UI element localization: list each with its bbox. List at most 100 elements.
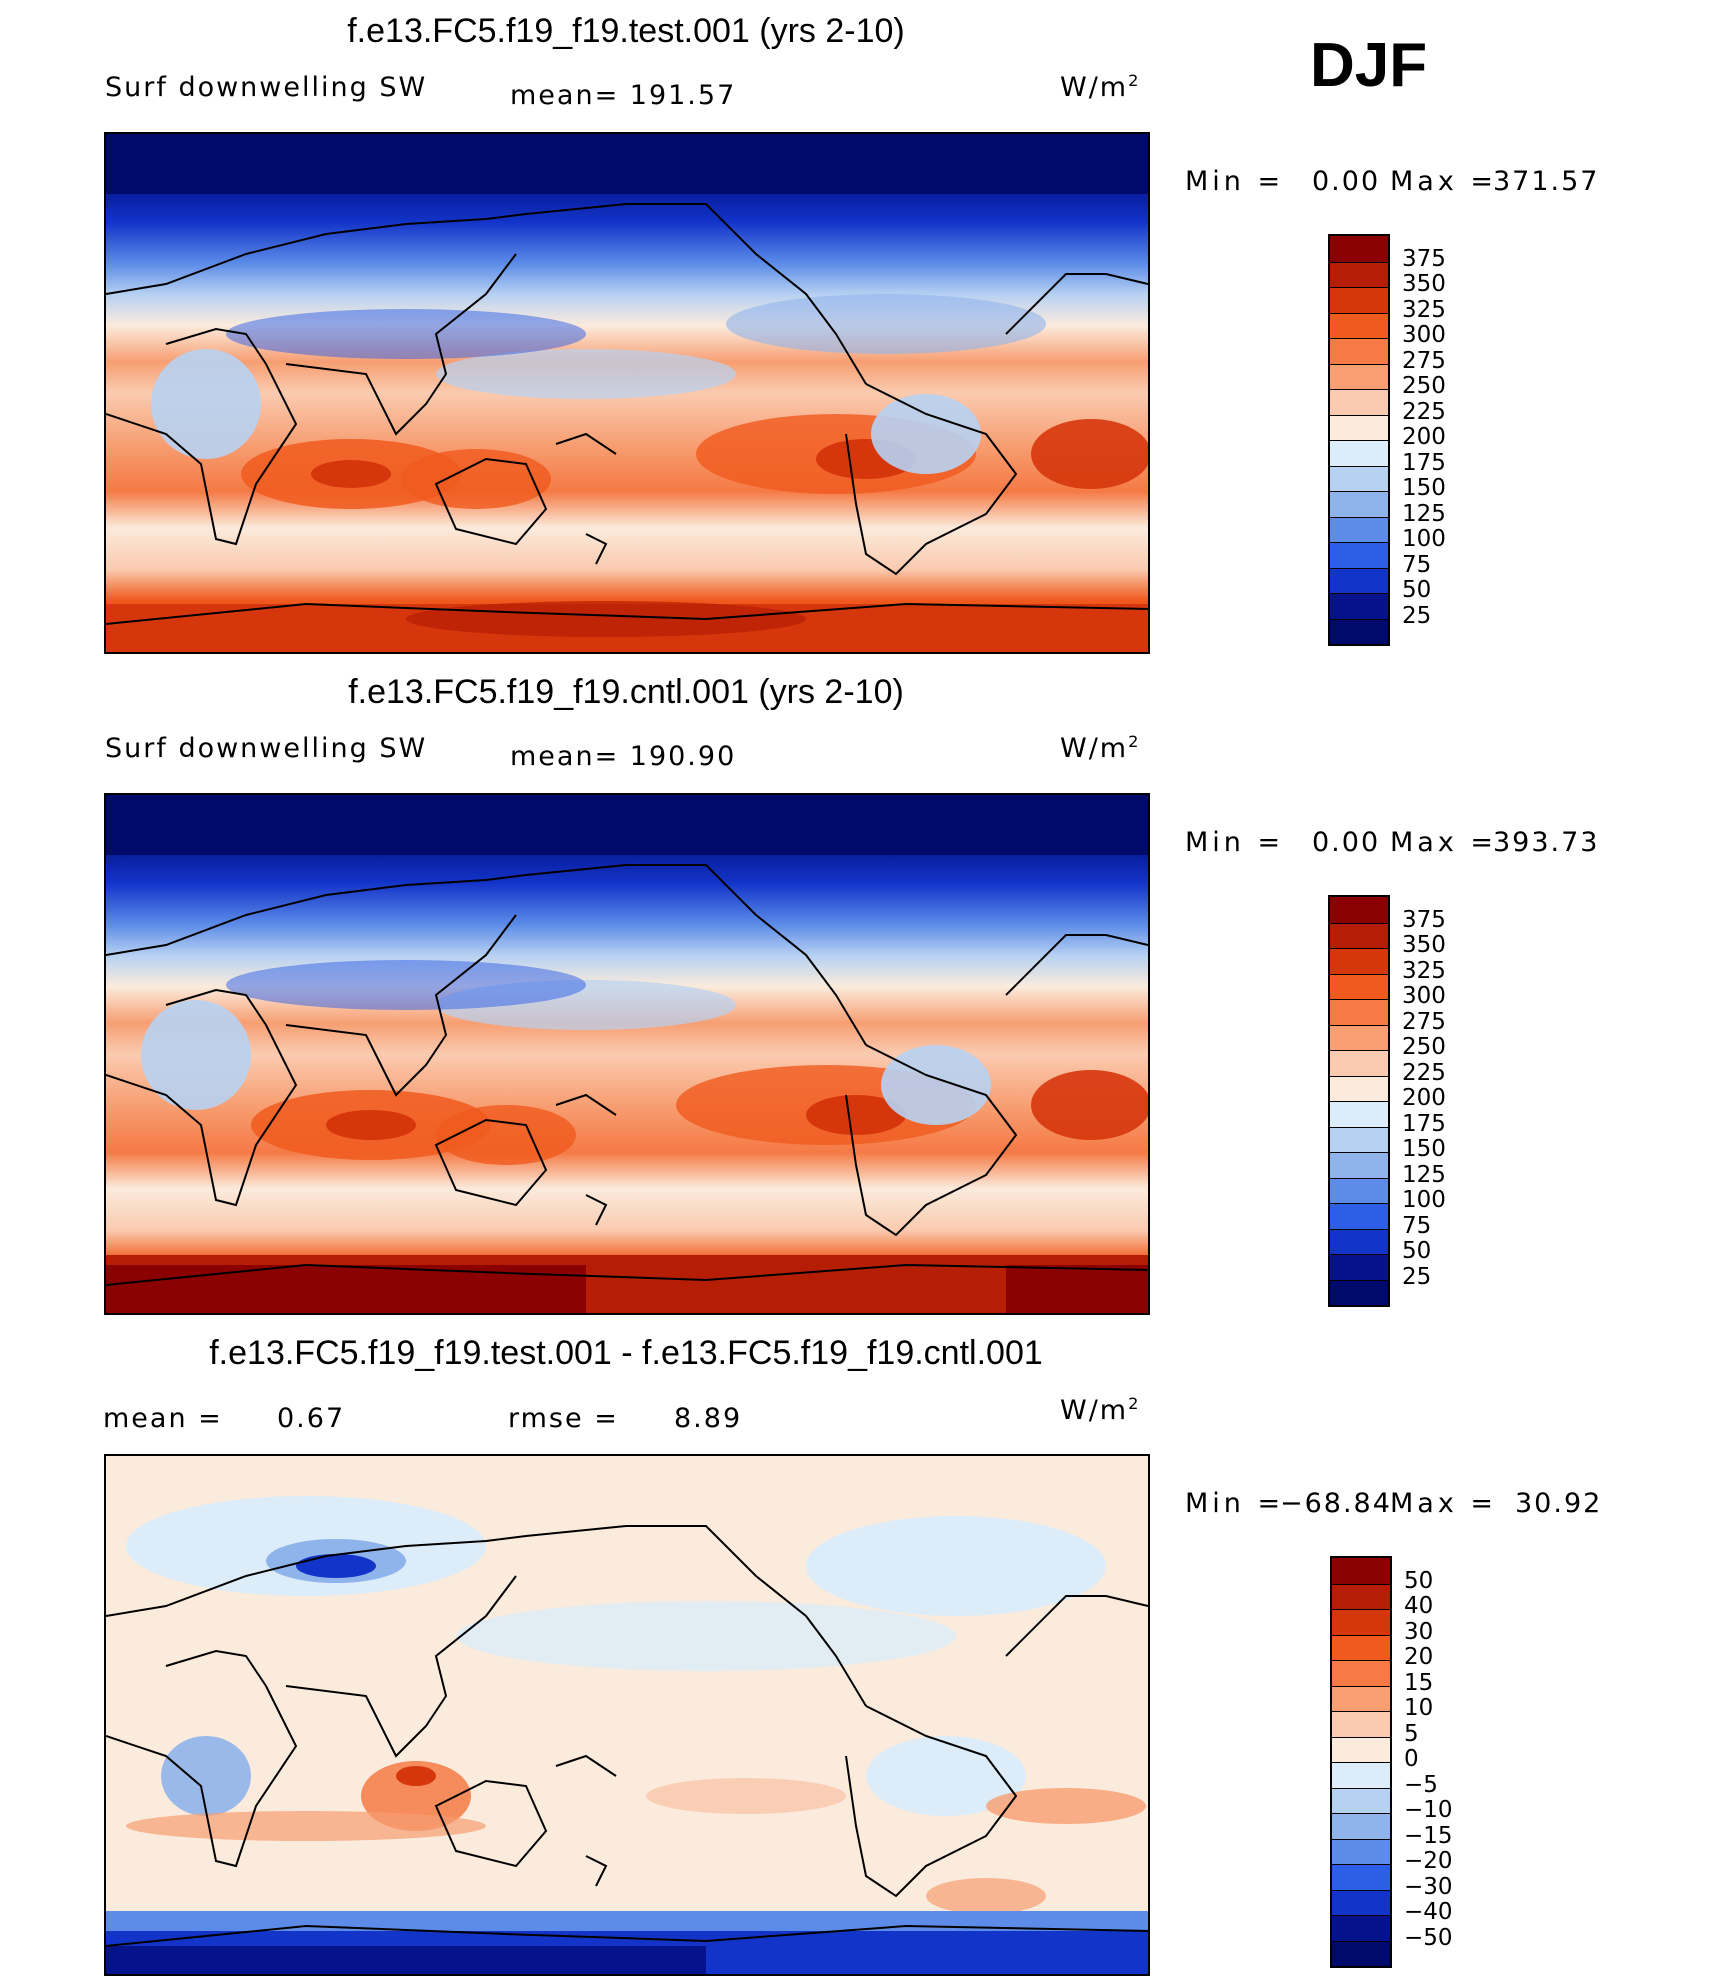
- colorbar-swatch: [1330, 593, 1388, 619]
- colorbar-swatch: [1332, 1609, 1390, 1635]
- panel3-max-value: 30.92: [1515, 1488, 1603, 1519]
- colorbar-tick-label: −40: [1404, 1899, 1453, 1925]
- colorbar-tick-label: 275: [1402, 347, 1446, 374]
- colorbar-tick-label: −5: [1404, 1771, 1438, 1798]
- panel3-map: [104, 1454, 1150, 1976]
- colorbar-tick-label: 375: [1402, 245, 1446, 272]
- colorbar-swatch: [1330, 542, 1388, 568]
- colorbar-swatch: [1330, 1203, 1388, 1229]
- colorbar-swatch: [1330, 1254, 1388, 1280]
- colorbar-tick-label: 150: [1402, 1136, 1446, 1162]
- colorbar-swatch: [1330, 1101, 1388, 1127]
- colorbar-tick-label: 350: [1402, 932, 1446, 958]
- panel3-rmse-label: rmse =: [508, 1403, 619, 1434]
- colorbar-swatch: [1332, 1634, 1390, 1660]
- panel2-coastlines: [106, 864, 1148, 1286]
- panel1-field-anomalies: [106, 134, 1148, 652]
- colorbar-swatch: [1332, 1838, 1390, 1864]
- panel1-min-value: 0.00: [1312, 166, 1381, 197]
- colorbar-swatch: [1332, 1558, 1390, 1584]
- panel2-field-anomalies: [106, 795, 1148, 1313]
- panel1-title: f.e13.FC5.f19_f19.test.001 (yrs 2-10): [347, 12, 905, 50]
- colorbar-swatch: [1332, 1864, 1390, 1890]
- panel1-mean: mean= 191.57: [510, 80, 737, 111]
- colorbar-swatch: [1332, 1660, 1390, 1686]
- colorbar-tick-label: 150: [1402, 475, 1446, 501]
- colorbar-tick-label: 25: [1402, 602, 1432, 629]
- panel1-map: [104, 132, 1150, 654]
- colorbar-tick-label: 100: [1402, 526, 1446, 552]
- colorbar-swatch: [1332, 1787, 1390, 1813]
- colorbar-swatch: [1330, 465, 1388, 491]
- panel3-coastlines: [106, 1525, 1148, 1947]
- panel2-field: [106, 795, 1148, 1313]
- colorbar-swatch: [1330, 948, 1388, 974]
- colorbar-swatch: [1330, 1024, 1388, 1050]
- panel1-min-label: Min =: [1185, 166, 1285, 197]
- panel3-title: f.e13.FC5.f19_f19.test.001 - f.e13.FC5.f…: [209, 1334, 1043, 1372]
- colorbar-swatch: [1332, 1940, 1390, 1966]
- panel2-max-value: 393.73: [1493, 827, 1600, 858]
- colorbar-tick-label: 50: [1404, 1567, 1434, 1594]
- colorbar-tick-label: −30: [1404, 1873, 1453, 1900]
- colorbar-tick-label: 200: [1402, 1085, 1446, 1111]
- colorbar-tick-label: −50: [1404, 1924, 1453, 1951]
- colorbar-swatch: [1330, 1126, 1388, 1152]
- panel2-title: f.e13.FC5.f19_f19.cntl.001 (yrs 2-10): [348, 673, 904, 711]
- colorbar-swatch: [1330, 1075, 1388, 1101]
- colorbar-tick-label: 200: [1402, 424, 1446, 450]
- panel2-variable: Surf downwelling SW: [105, 733, 428, 764]
- colorbar-swatch: [1332, 1583, 1390, 1609]
- panel3-min-label: Min =: [1185, 1488, 1285, 1519]
- colorbar-tick-label: 225: [1402, 1059, 1446, 1086]
- panel3-mean-label: mean =: [103, 1403, 223, 1434]
- colorbar-swatch: [1332, 1915, 1390, 1941]
- panel2-map: [104, 793, 1150, 1315]
- colorbar-tick-label: 175: [1402, 449, 1446, 476]
- panel1-max-value: 371.57: [1493, 166, 1600, 197]
- colorbar-tick-label: 20: [1404, 1644, 1434, 1670]
- colorbar-tick-label: 75: [1402, 1212, 1432, 1239]
- colorbar-tick-label: 50: [1402, 577, 1432, 603]
- panel2-min-label: Min =: [1185, 827, 1285, 858]
- colorbar-swatch: [1332, 1889, 1390, 1915]
- colorbar-tick-label: 375: [1402, 906, 1446, 933]
- panel1-variable: Surf downwelling SW: [105, 72, 428, 103]
- colorbar-tick-label: 100: [1402, 1187, 1446, 1213]
- colorbar-tick-label: −15: [1404, 1822, 1453, 1849]
- colorbar-tick-label: 325: [1402, 296, 1446, 323]
- panel2-colorbar: [1328, 895, 1390, 1307]
- colorbar-swatch: [1330, 1152, 1388, 1178]
- colorbar-tick-label: 225: [1402, 398, 1446, 425]
- panel2-mean: mean= 190.90: [510, 741, 737, 772]
- panel3-rmse-value: 8.89: [674, 1403, 743, 1434]
- colorbar-tick-label: 25: [1402, 1263, 1432, 1290]
- panel2-min-value: 0.00: [1312, 827, 1381, 858]
- colorbar-tick-label: 250: [1402, 1034, 1446, 1060]
- colorbar-tick-label: 325: [1402, 957, 1446, 984]
- colorbar-swatch: [1330, 1050, 1388, 1076]
- colorbar-swatch: [1330, 414, 1388, 440]
- panel1-field: [106, 134, 1148, 652]
- colorbar-swatch: [1330, 922, 1388, 948]
- colorbar-swatch: [1332, 1685, 1390, 1711]
- colorbar-tick-label: 125: [1402, 1161, 1446, 1188]
- colorbar-swatch: [1330, 389, 1388, 415]
- colorbar-tick-label: 0: [1404, 1746, 1419, 1772]
- colorbar-swatch: [1330, 338, 1388, 364]
- colorbar-swatch: [1332, 1736, 1390, 1762]
- colorbar-swatch: [1330, 261, 1388, 287]
- colorbar-tick-label: 75: [1402, 551, 1432, 578]
- colorbar-tick-label: 175: [1402, 1110, 1446, 1137]
- colorbar-swatch: [1330, 312, 1388, 338]
- colorbar-swatch: [1332, 1813, 1390, 1839]
- colorbar-tick-label: −20: [1404, 1848, 1453, 1874]
- season-label: DJF: [1310, 31, 1428, 100]
- colorbar-tick-label: 300: [1402, 322, 1446, 348]
- colorbar-swatch: [1330, 491, 1388, 517]
- colorbar-tick-label: 40: [1404, 1593, 1434, 1619]
- colorbar-tick-label: 50: [1402, 1238, 1432, 1264]
- colorbar-swatch: [1330, 1279, 1388, 1305]
- panel3-field: [106, 1456, 1148, 1974]
- colorbar-tick-label: 30: [1404, 1618, 1434, 1645]
